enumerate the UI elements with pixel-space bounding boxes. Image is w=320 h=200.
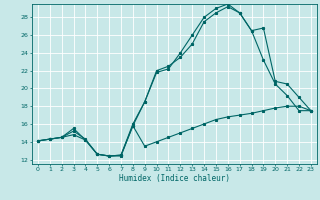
X-axis label: Humidex (Indice chaleur): Humidex (Indice chaleur) bbox=[119, 174, 230, 183]
